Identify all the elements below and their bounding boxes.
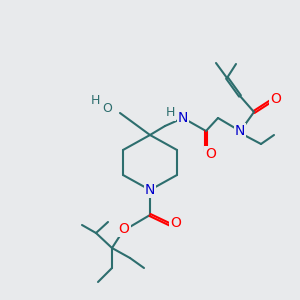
Text: O: O	[171, 216, 182, 230]
Text: H: H	[165, 106, 175, 119]
Text: O: O	[102, 101, 112, 115]
Text: N: N	[145, 183, 155, 197]
Text: N: N	[178, 111, 188, 125]
Text: O: O	[206, 147, 216, 161]
Text: O: O	[271, 92, 281, 106]
Text: O: O	[118, 222, 129, 236]
Text: N: N	[235, 124, 245, 138]
Text: H: H	[90, 94, 100, 106]
